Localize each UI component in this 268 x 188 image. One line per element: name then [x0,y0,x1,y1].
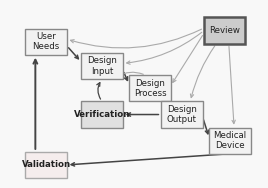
FancyBboxPatch shape [25,152,67,178]
FancyBboxPatch shape [81,53,123,79]
Text: Medical
Device: Medical Device [213,131,247,150]
FancyBboxPatch shape [204,17,245,44]
Text: Design
Process: Design Process [134,79,166,98]
Text: Design
Output: Design Output [167,105,197,124]
Text: Validation: Validation [21,160,70,169]
Text: Design
Input: Design Input [87,56,117,76]
FancyBboxPatch shape [209,128,251,154]
Text: User
Needs: User Needs [32,32,60,52]
FancyBboxPatch shape [161,102,203,128]
FancyBboxPatch shape [129,75,171,102]
FancyBboxPatch shape [25,29,67,55]
Text: Verification: Verification [74,110,130,119]
FancyBboxPatch shape [81,102,123,128]
Text: Review: Review [209,26,240,35]
